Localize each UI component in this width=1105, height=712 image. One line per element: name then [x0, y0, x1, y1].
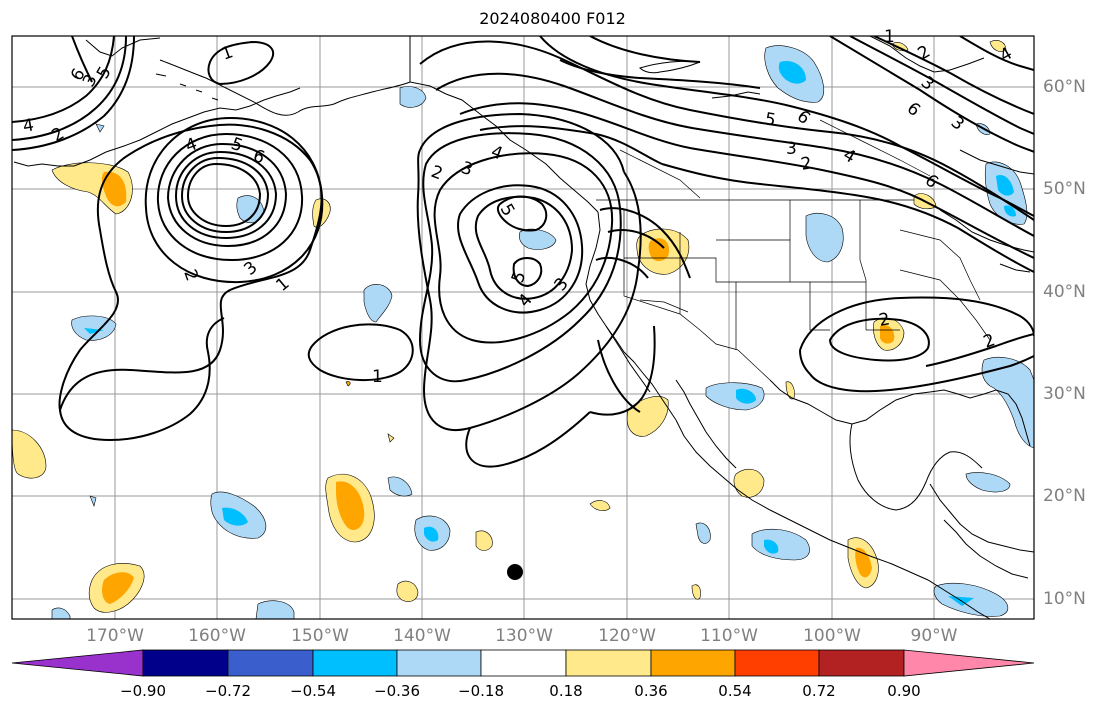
colorbar-tick-label: −0.72 [205, 682, 251, 700]
map-border [11, 35, 1035, 620]
lon-label-100w: 100°W [803, 626, 861, 646]
contour-label: 4 [21, 115, 35, 137]
contour-label: 6 [903, 99, 924, 121]
colorbar-tick-label: −0.36 [374, 682, 420, 700]
map-content [12, 36, 1034, 619]
colorbar-tick-label: 0.90 [887, 682, 921, 700]
colorbar-bin [734, 649, 820, 677]
colorbar-bin [142, 649, 229, 677]
contour-label: 2 [428, 162, 445, 184]
colorbar-tick-label: 0.18 [549, 682, 583, 700]
contour-label: 1 [372, 367, 383, 387]
contour-label: 5 [228, 134, 245, 156]
colorbar [11, 649, 1035, 677]
colorbar-tick-label: −0.90 [120, 682, 166, 700]
contour-label: 4 [488, 142, 505, 164]
political-borders [596, 119, 991, 381]
lon-label-110w: 110°W [700, 626, 758, 646]
colorbar-tick-label: −0.18 [458, 682, 504, 700]
lon-label-160w: 160°W [188, 626, 246, 646]
colorbar-tick-label: 0.36 [634, 682, 668, 700]
contour-label: 4 [515, 290, 537, 311]
lon-label-120w: 120°W [598, 626, 656, 646]
lat-label-40n: 40°N [1043, 282, 1086, 302]
colorbar-bin [396, 649, 482, 677]
contour-label: 3 [786, 139, 797, 159]
colorbar-bin [312, 649, 398, 677]
contour-label-group: 1 2 3 4 5 6 1 2 3 4 5 6 5 4 3 5 4 3 2 1 … [21, 27, 1015, 387]
lat-label-30n: 30°N [1043, 384, 1086, 404]
colorbar-bin [227, 649, 314, 677]
lon-label-140w: 140°W [393, 626, 451, 646]
colorbar-bin [818, 649, 905, 677]
colorbar-bin [565, 649, 652, 677]
lat-label-50n: 50°N [1043, 179, 1086, 199]
contour-label: 3 [917, 73, 938, 95]
colorbar-extend-low [11, 649, 144, 677]
contour-label: 5 [496, 201, 519, 220]
contour-label: 4 [840, 145, 859, 168]
contour-label: 2 [915, 42, 934, 65]
contour-lines [12, 36, 1034, 468]
lon-label-90w: 90°W [910, 626, 958, 646]
contour-label: 3 [458, 158, 475, 180]
contour-label: 3 [240, 258, 261, 280]
colorbar-tick-label: −0.54 [290, 682, 336, 700]
contour-label: 3 [947, 113, 968, 135]
contour-label: 4 [183, 134, 200, 156]
station-marker [507, 564, 523, 580]
colorbar-tick-label: 0.72 [802, 682, 836, 700]
lat-label-60n: 60°N [1043, 77, 1086, 97]
contour-label: 6 [793, 107, 814, 129]
chart-title: 2024080400 F012 [479, 9, 626, 28]
lon-label-150w: 150°W [291, 626, 349, 646]
contour-label: 5 [763, 109, 777, 131]
lat-label-20n: 20°N [1043, 486, 1086, 506]
shaded-anomalies [12, 40, 1034, 619]
colorbar-tick-label: 0.54 [718, 682, 752, 700]
contour-label: 5 [508, 269, 530, 286]
contour-label: 2 [799, 153, 813, 175]
colorbar-bin [480, 649, 567, 677]
lat-label-10n: 10°N [1043, 589, 1086, 609]
contour-label: 1 [884, 27, 895, 47]
lon-label-130w: 130°W [495, 626, 553, 646]
colorbar-extend-high [903, 649, 1035, 677]
lon-label-170w: 170°W [86, 626, 144, 646]
colorbar-bin [650, 649, 736, 677]
contour-label: 2 [877, 309, 891, 331]
coastlines [13, 36, 1034, 619]
